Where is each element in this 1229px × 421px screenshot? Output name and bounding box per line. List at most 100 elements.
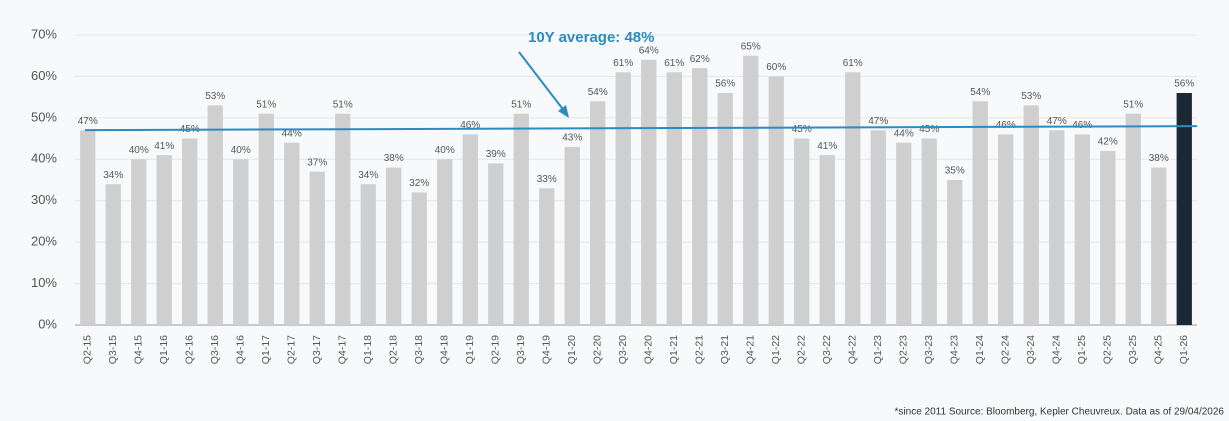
footnote: *since 2011 Source: Bloomberg, Kepler Ch… bbox=[895, 407, 1225, 418]
bar bbox=[462, 134, 478, 325]
x-tick-label: Q3-16 bbox=[209, 335, 221, 364]
y-tick-label: 40% bbox=[31, 151, 57, 166]
bar bbox=[947, 180, 963, 325]
x-tick-label: Q3-15 bbox=[107, 335, 119, 364]
x-tick-label: Q2-25 bbox=[1102, 335, 1114, 364]
x-tick-label: Q4-21 bbox=[745, 335, 757, 364]
value-label: 64% bbox=[639, 45, 659, 56]
x-tick-label: Q1-22 bbox=[770, 335, 782, 364]
x-tick-label: Q2-18 bbox=[388, 335, 400, 364]
x-tick-label: Q2-17 bbox=[286, 335, 298, 364]
bar bbox=[182, 138, 198, 325]
x-tick-label: Q1-23 bbox=[872, 335, 884, 364]
bar bbox=[156, 155, 172, 325]
value-label: 45% bbox=[919, 124, 939, 135]
x-tick-label: Q3-20 bbox=[617, 335, 629, 364]
value-label: 56% bbox=[715, 79, 735, 90]
bar bbox=[615, 72, 631, 326]
bar bbox=[819, 155, 835, 325]
bar bbox=[845, 72, 861, 326]
x-tick-label: Q4-16 bbox=[235, 335, 247, 364]
x-tick-label: Q2-15 bbox=[82, 335, 94, 364]
x-tick-label: Q4-22 bbox=[847, 335, 859, 364]
value-label: 47% bbox=[868, 116, 888, 127]
value-label: 53% bbox=[205, 91, 225, 102]
bar bbox=[794, 138, 810, 325]
bar bbox=[335, 113, 351, 325]
bar bbox=[1100, 151, 1116, 325]
bar bbox=[513, 113, 529, 325]
bar bbox=[972, 101, 988, 326]
value-label: 37% bbox=[307, 157, 327, 168]
y-tick-label: 0% bbox=[38, 316, 57, 331]
y-tick-label: 70% bbox=[31, 26, 57, 41]
value-label: 51% bbox=[256, 99, 276, 110]
value-label: 54% bbox=[588, 87, 608, 98]
x-tick-label: Q2-16 bbox=[184, 335, 196, 364]
y-tick-label: 50% bbox=[31, 109, 57, 124]
y-tick-label: 20% bbox=[31, 234, 57, 249]
value-label: 53% bbox=[1021, 91, 1041, 102]
value-label: 43% bbox=[562, 132, 582, 143]
value-label: 47% bbox=[1047, 116, 1067, 127]
x-tick-label: Q1-18 bbox=[362, 335, 374, 364]
x-tick-label: Q2-21 bbox=[694, 335, 706, 364]
bar bbox=[1074, 134, 1090, 325]
value-label: 39% bbox=[486, 149, 506, 160]
value-label: 32% bbox=[409, 178, 429, 189]
value-label: 33% bbox=[537, 174, 557, 185]
x-tick-label: Q2-20 bbox=[592, 335, 604, 364]
x-tick-label: Q2-19 bbox=[490, 335, 502, 364]
bar bbox=[692, 68, 708, 326]
bar bbox=[1125, 113, 1141, 325]
value-label: 38% bbox=[384, 153, 404, 164]
bar bbox=[896, 142, 912, 325]
value-label: 61% bbox=[613, 58, 633, 69]
x-tick-label: Q1-25 bbox=[1076, 335, 1088, 364]
annotation-arrow bbox=[518, 51, 566, 113]
bar bbox=[207, 105, 223, 325]
value-label: 40% bbox=[231, 145, 251, 156]
x-tick-label: Q1-16 bbox=[158, 335, 170, 364]
bar bbox=[386, 167, 402, 325]
bar bbox=[360, 184, 376, 325]
x-tick-label: Q1-17 bbox=[260, 335, 272, 364]
y-tick-label: 30% bbox=[31, 192, 57, 207]
x-tick-label: Q3-17 bbox=[311, 335, 323, 364]
value-label: 40% bbox=[129, 145, 149, 156]
x-tick-label: Q4-24 bbox=[1051, 335, 1063, 364]
value-label: 47% bbox=[78, 116, 98, 127]
value-label: 40% bbox=[435, 145, 455, 156]
x-tick-label: Q4-15 bbox=[133, 335, 145, 364]
value-label: 45% bbox=[792, 124, 812, 135]
y-tick-label: 60% bbox=[31, 68, 57, 83]
x-tick-label: Q4-25 bbox=[1153, 335, 1165, 364]
bar bbox=[998, 134, 1014, 325]
bar bbox=[590, 101, 606, 326]
bar bbox=[105, 184, 121, 325]
x-tick-label: Q1-20 bbox=[566, 335, 578, 364]
bar bbox=[768, 76, 784, 325]
average-annotation: 10Y average: 48% bbox=[528, 29, 654, 46]
value-label: 62% bbox=[690, 54, 710, 65]
bar bbox=[233, 159, 249, 325]
bar bbox=[488, 163, 504, 325]
bar bbox=[870, 130, 886, 325]
bar bbox=[539, 188, 555, 325]
value-label: 42% bbox=[1098, 137, 1118, 148]
bar bbox=[437, 159, 453, 325]
value-label: 51% bbox=[333, 99, 353, 110]
bar bbox=[258, 113, 274, 325]
bar bbox=[564, 146, 580, 325]
value-label: 38% bbox=[1149, 153, 1169, 164]
bar bbox=[411, 192, 427, 325]
bar bbox=[80, 130, 96, 325]
value-label: 41% bbox=[154, 141, 174, 152]
value-label: 60% bbox=[766, 62, 786, 73]
bar bbox=[921, 138, 937, 325]
value-label: 51% bbox=[1123, 99, 1143, 110]
value-label: 34% bbox=[103, 170, 123, 181]
value-label: 46% bbox=[460, 120, 480, 131]
bar bbox=[309, 171, 325, 325]
value-label: 44% bbox=[894, 128, 914, 139]
